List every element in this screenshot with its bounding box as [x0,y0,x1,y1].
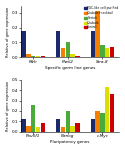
Bar [75,123,80,132]
Bar [31,56,35,57]
Bar [41,56,45,57]
Bar [105,48,109,57]
Bar [90,31,95,57]
Bar [56,31,60,57]
Bar [110,94,114,132]
Bar [95,111,100,132]
Bar [95,11,100,57]
Bar [26,126,31,132]
Legend: PGC-like cell purified, C-tubule+cocktail, Sertoli, C-tubule, Control: PGC-like cell purified, C-tubule+cocktai… [84,6,119,30]
Bar [61,128,65,132]
X-axis label: Specific germ line genes: Specific germ line genes [45,66,95,70]
Bar [41,123,45,132]
Bar [66,42,70,57]
Bar [31,105,35,132]
Bar [100,113,105,132]
Bar [90,119,95,132]
Y-axis label: Relative of gene expression: Relative of gene expression [6,6,10,57]
Bar [105,87,109,132]
Bar [21,119,26,132]
Bar [36,56,40,57]
Bar [66,111,70,132]
Bar [100,45,105,57]
X-axis label: Pluripotency genes: Pluripotency genes [50,140,90,144]
Bar [36,128,40,132]
Bar [26,54,31,57]
Bar [70,54,75,57]
Bar [75,56,80,57]
Bar [56,119,60,132]
Bar [21,31,26,57]
Y-axis label: Relative of gene expression: Relative of gene expression [6,81,10,131]
Bar [70,126,75,132]
Bar [61,48,65,57]
Bar [110,47,114,57]
